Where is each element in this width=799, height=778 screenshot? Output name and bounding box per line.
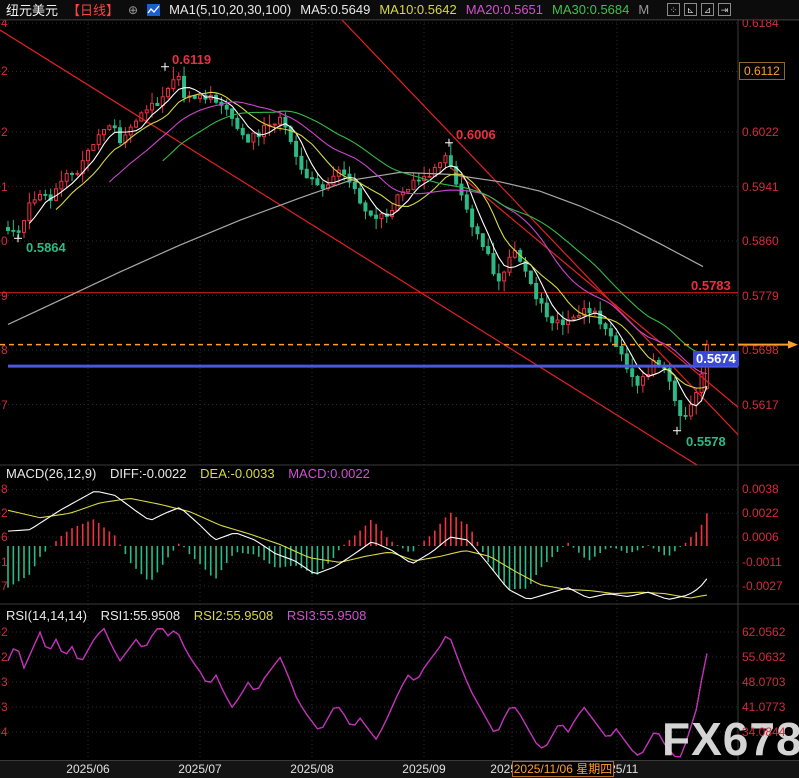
macd-macd-value: MACD:0.0022 [288,466,370,481]
y-axis-label: 34.0844 [742,724,786,739]
ma-settings-label[interactable]: MA1(5,10,20,30,100) [169,2,292,17]
mode-label[interactable]: M [638,2,650,17]
macd-title[interactable]: MACD(26,12,9) [6,466,97,481]
y-axis-left-digit: 3 [1,674,8,689]
y-axis-label: 0.5698 [742,343,779,357]
macd-header: MACD(26,12,9) DIFF:-0.0022 DEA:-0.0033 M… [6,466,380,481]
y-axis-left-digit: 2 [1,625,8,639]
y-axis-label: 0.5860 [742,234,779,248]
rsi-header: RSI(14,14,14) RSI1:55.9508 RSI2:55.9508 … [6,608,376,623]
y-axis-left-digit: 6 [1,530,8,545]
toolbar: 纽元美元 【日线】 ⊕ MA1(5,10,20,30,100) MA5:0.56… [0,0,799,20]
y-axis-left-digit: 1 [1,555,8,570]
x-axis-label: 2025/09 [402,762,446,776]
resistance-level-label: 0.5783 [691,278,731,293]
y-axis-left-digit: 2 [1,125,8,139]
y-axis-left-digit: 0 [1,234,8,248]
y-axis-label: 0.0022 [742,506,779,521]
y-axis-left-digit: 7 [1,397,8,412]
y-axis-label: -0.0011 [742,555,782,570]
macd-diff-value: DIFF:-0.0022 [109,466,187,481]
crosshair-date-tooltip: 2025/11/06 星期四 [512,761,614,777]
y-axis-left-digit: 7 [1,579,8,594]
y-axis-left-digit: 2 [1,650,8,664]
toolbar-icons: ⁘ ⊾ ⊿ ⇥ [667,3,731,16]
x-axis-label: 2025/07 [178,762,222,776]
x-axis-label: 2025/08 [290,762,334,776]
pane-expand-icon[interactable]: ⊿ [701,3,714,16]
y-axis-left-digit: 4 [1,724,8,739]
ma10-value: MA10:0.5642 [379,2,457,17]
y-axis-left-digit: 3 [1,699,8,714]
y-axis-label: 41.0773 [742,699,786,714]
rsi2-value: RSI2:55.9508 [193,608,274,623]
y-axis-left-digit: 2 [1,64,8,79]
swing-high-label-2: 0.6006 [456,127,496,142]
circle-plus-icon[interactable]: ⊕ [128,2,139,17]
symbol-name[interactable]: 纽元美元 [6,3,59,18]
rsi-title[interactable]: RSI(14,14,14) [6,608,87,623]
y-axis-label: 62.0562 [742,625,786,639]
y-axis-left-digit: 2 [1,506,8,521]
y-axis-label: 0.5941 [742,179,779,194]
y-axis-label: 0.6112 [739,62,785,81]
pane-restore-icon[interactable]: ⊾ [684,3,697,16]
y-axis-label: -0.0027 [742,579,783,594]
rsi1-value: RSI1:55.9508 [100,608,181,623]
y-axis-label: 0.5779 [742,288,779,303]
y-axis-left-digit: 8 [1,482,8,497]
y-axis-left-digit: 1 [1,179,8,194]
y-axis-left-digit: 4 [1,16,8,30]
y-axis-label: 48.0703 [742,674,786,689]
x-axis-label: 2025/06 [66,762,110,776]
y-axis-label: 0.0038 [742,482,779,497]
exit-icon[interactable]: ⇥ [718,3,731,16]
ma20-value: MA20:0.5651 [465,2,544,17]
swing-low-label-1: 0.5864 [26,240,66,255]
chart-logo-icon [147,3,161,16]
macd-dea-value: DEA:-0.0033 [200,466,275,481]
y-axis-label: 0.5617 [742,397,779,412]
period-tag[interactable]: 【日线】 [67,3,120,18]
y-axis-label: 0.6022 [742,125,779,139]
y-axis-left-digit: 8 [1,343,8,357]
ma30-value: MA30:0.5684 [552,2,630,17]
support-price-tag: 0.5674 [693,351,739,366]
swing-high-label-1: 0.6119 [172,52,212,67]
watermark: FX678 [662,713,799,765]
rsi3-value: RSI3:55.9508 [286,608,367,623]
ma5-value: MA5:0.5649 [300,2,371,17]
layout-grid-icon[interactable]: ⁘ [667,3,680,16]
swing-low-label-2: 0.5578 [686,434,726,449]
y-axis-left-digit: 9 [1,288,8,303]
y-axis-label: 55.0632 [742,650,786,664]
y-axis-label: 0.0006 [742,530,779,545]
